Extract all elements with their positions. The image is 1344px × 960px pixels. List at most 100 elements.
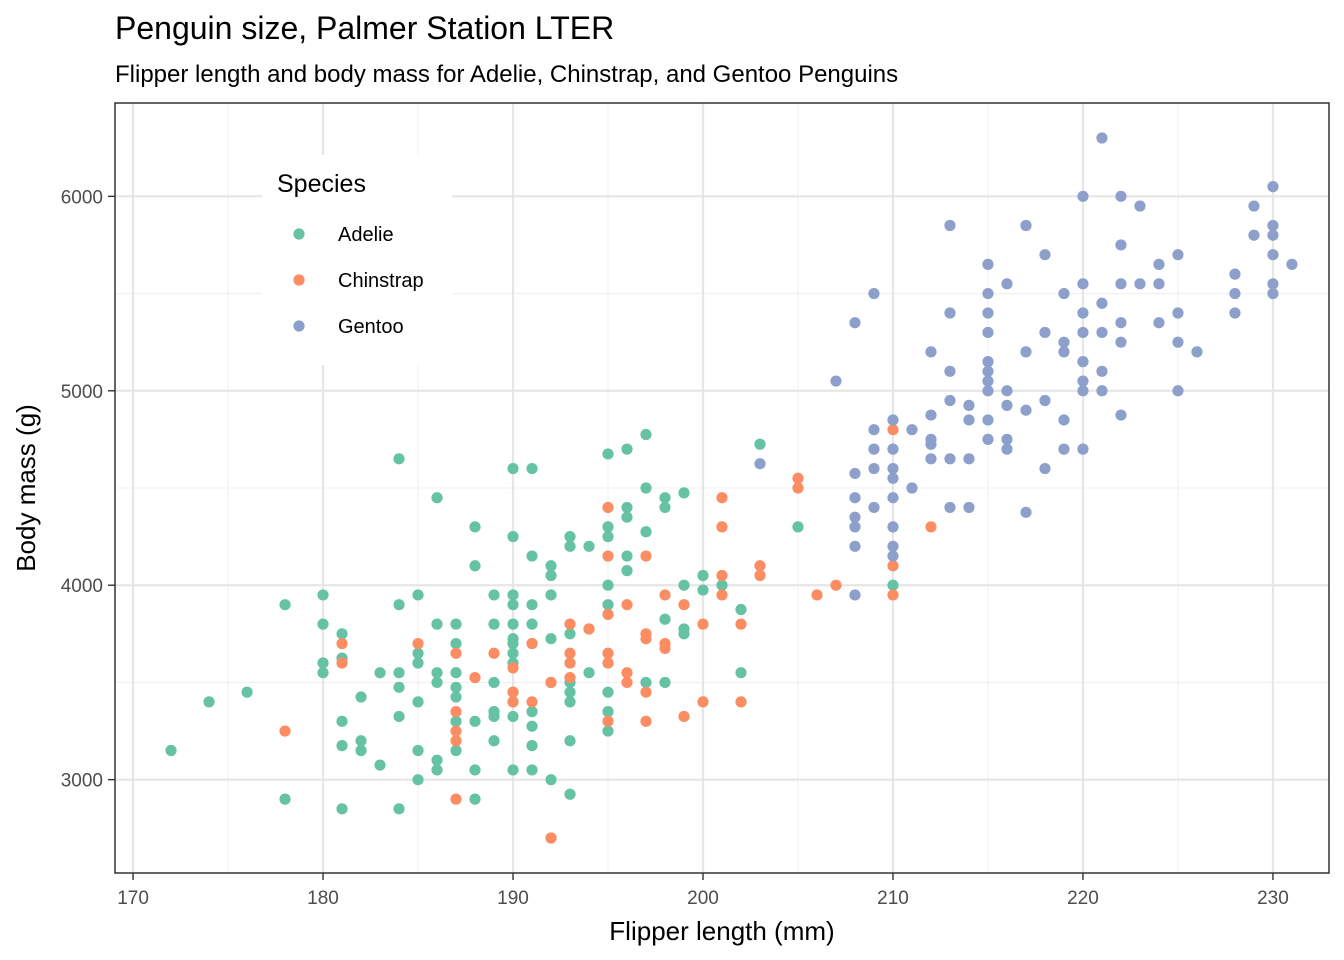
data-point [507,589,519,601]
data-point [925,346,937,358]
panel-border [114,102,1330,874]
data-point [279,725,291,737]
data-point [602,647,614,659]
data-point [507,618,519,630]
data-point [488,735,500,747]
data-point [697,584,709,596]
data-point [1001,433,1013,445]
data-point [545,589,557,601]
data-point [545,774,557,786]
x-tick-label: 180 [307,888,339,909]
x-tick-label: 230 [1257,888,1289,909]
data-point [849,492,861,504]
data-point [602,599,614,611]
data-point [925,438,937,450]
data-point [1134,278,1146,290]
data-point [887,579,899,591]
data-point [507,696,519,708]
data-point [830,579,842,591]
data-points [165,132,1298,844]
data-point [887,443,899,455]
data-point [564,696,576,708]
data-point [564,540,576,552]
data-point [1267,249,1279,261]
data-point [602,725,614,737]
data-point [1191,346,1203,358]
x-tick-label: 190 [497,888,529,909]
data-point [279,599,291,611]
data-point [469,521,481,533]
legend-title: Species [277,170,366,198]
data-point [602,531,614,543]
data-point [982,307,994,319]
data-point [1058,336,1070,348]
data-point [526,550,538,562]
data-point [887,521,899,533]
data-point [526,618,538,630]
data-point [659,676,671,689]
data-point [564,788,576,800]
data-point [868,287,880,300]
data-point [564,686,576,698]
data-point [716,521,728,533]
data-point [317,667,329,679]
data-point [640,676,652,689]
data-point [887,589,899,601]
data-point [925,521,937,533]
data-point [1115,336,1127,348]
data-point [697,569,709,582]
data-point [1001,278,1013,290]
data-point [887,492,899,504]
data-point [469,764,481,776]
data-point [716,492,728,504]
data-point [1115,409,1127,421]
data-point [1020,219,1032,232]
data-point [849,511,861,523]
data-point [469,715,481,727]
data-point [526,720,538,732]
data-point [982,258,994,270]
data-point [1153,258,1165,270]
data-point [317,657,329,669]
data-point [868,462,880,475]
data-point [621,511,633,523]
y-tick-label: 5000 [61,382,103,403]
data-point [982,365,994,377]
data-point [1058,346,1070,358]
data-point [412,744,424,757]
data-point [887,540,899,552]
data-point [450,691,462,703]
data-point [336,628,348,640]
data-point [431,667,443,679]
data-point [507,599,519,611]
data-point [906,424,918,436]
data-point [640,428,652,441]
data-point [545,569,557,582]
data-point [1039,249,1051,261]
data-point [1077,190,1089,202]
data-point [1058,443,1070,455]
data-point [431,618,443,630]
data-point [678,710,690,723]
x-axis-title: Flipper length (mm) [609,916,834,946]
data-point [602,579,614,591]
data-point [1172,385,1184,397]
data-point [545,560,557,572]
x-tick-label: 220 [1067,888,1099,909]
data-point [621,443,633,455]
data-point [583,540,595,552]
data-point [735,618,747,630]
data-point [1267,278,1279,290]
data-point [944,453,956,465]
data-point [602,608,614,620]
legend-key [293,320,305,332]
data-point [450,744,462,757]
data-point [393,599,405,611]
data-point [1286,258,1298,270]
data-point [1058,287,1070,300]
data-point [412,774,424,786]
data-point [1039,326,1051,339]
data-point [944,365,956,377]
data-point [906,482,918,494]
data-point [602,715,614,727]
